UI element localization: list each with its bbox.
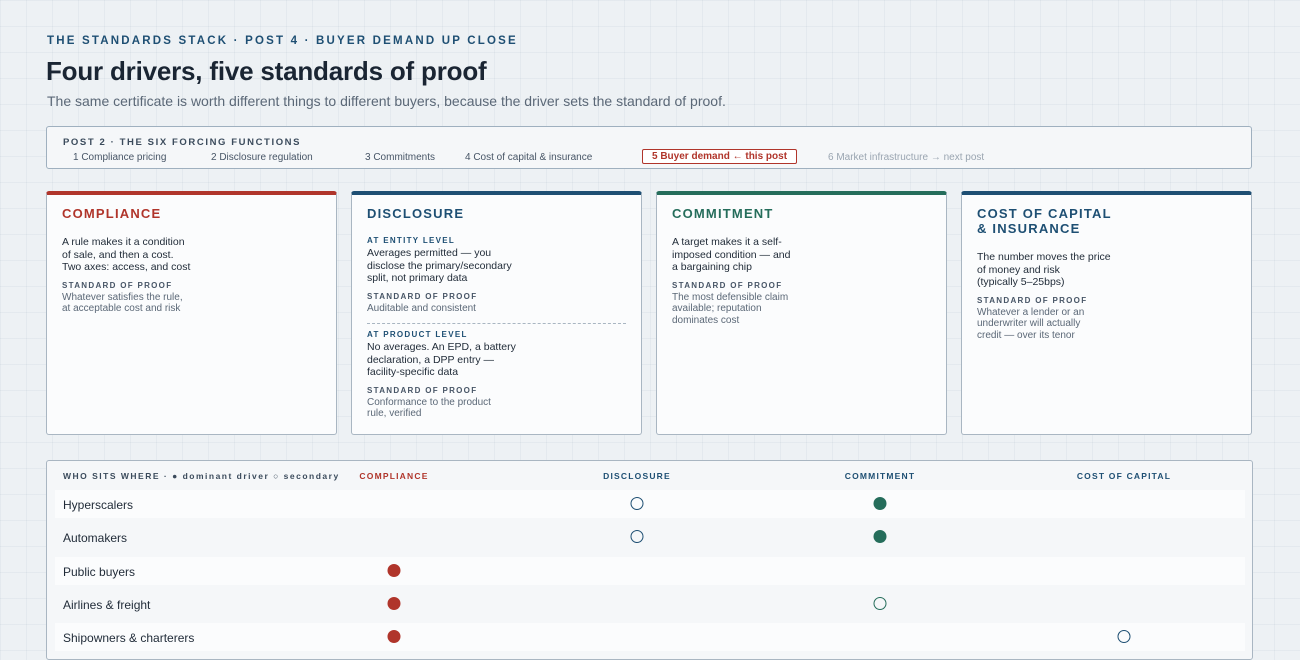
dominant-driver-dot-icon xyxy=(387,630,401,644)
card-disclosure: DISCLOSURE AT ENTITY LEVEL Averages perm… xyxy=(351,191,642,435)
table-row: Shipowners & charterers xyxy=(55,623,1245,652)
product-level-body: No averages. An EPD, a battery declarati… xyxy=(367,341,516,378)
card-compliance-proof: Whatever satisfies the rule, at acceptab… xyxy=(62,291,183,315)
standard-of-proof-label: STANDARD OF PROOF xyxy=(977,295,1088,305)
row-label: Airlines & freight xyxy=(63,597,151,612)
card-commitment-title: COMMITMENT xyxy=(672,206,774,221)
secondary-driver-circle-icon xyxy=(1117,630,1131,644)
entity-level-body: Averages permitted — you disclose the pr… xyxy=(367,247,512,284)
nav-item-disclosure-regulation[interactable]: 2 Disclosure regulation xyxy=(211,152,313,163)
column-header-disclosure: DISCLOSURE xyxy=(603,471,671,481)
column-header-compliance: COMPLIANCE xyxy=(359,471,429,481)
card-commitment-body: A target makes it a self- imposed condit… xyxy=(672,236,791,273)
table-row: Airlines & freight xyxy=(55,590,1245,618)
standard-of-proof-label: STANDARD OF PROOF xyxy=(367,385,478,395)
matrix-heading: WHO SITS WHERE · ● dominant driver ○ sec… xyxy=(63,471,340,481)
card-cost-of-capital-title: COST OF CAPITAL & INSURANCE xyxy=(977,206,1112,236)
entity-level-label: AT ENTITY LEVEL xyxy=(367,236,456,245)
page-title: Four drivers, five standards of proof xyxy=(46,56,487,86)
nav-item-buyer-demand-current[interactable]: 5 Buyer demand ← this post xyxy=(642,149,798,164)
column-header-cost-of-capital: COST OF CAPITAL xyxy=(1076,471,1172,481)
eyebrow: THE STANDARDS STACK · POST 4 · BUYER DEM… xyxy=(47,35,518,47)
standard-of-proof-label: STANDARD OF PROOF xyxy=(62,280,173,290)
nav-item-market-infrastructure-next[interactable]: 6 Market infrastructure → next post xyxy=(828,152,985,163)
column-header-commitment: COMMITMENT xyxy=(844,471,916,481)
card-compliance-title: COMPLIANCE xyxy=(62,206,162,221)
card-cost-of-capital-body: The number moves the price of money and … xyxy=(977,251,1111,288)
product-level-label: AT PRODUCT LEVEL xyxy=(367,330,468,339)
entity-level-proof: Auditable and consistent xyxy=(367,302,476,314)
standard-of-proof-label: STANDARD OF PROOF xyxy=(672,280,783,290)
card-disclosure-title: DISCLOSURE xyxy=(367,206,465,221)
table-row: Public buyers xyxy=(55,556,1245,585)
card-commitment: COMMITMENT A target makes it a self- imp… xyxy=(656,191,947,435)
series-nav-heading: POST 2 · THE SIX FORCING FUNCTIONS xyxy=(63,137,302,148)
secondary-driver-circle-icon xyxy=(873,596,887,610)
card-cost-of-capital: COST OF CAPITAL & INSURANCE The number m… xyxy=(961,191,1252,435)
row-label: Hyperscalers xyxy=(63,498,134,512)
dominant-driver-dot-icon xyxy=(387,563,401,577)
nav-item-commitments[interactable]: 3 Commitments xyxy=(365,152,436,163)
series-nav: POST 2 · THE SIX FORCING FUNCTIONS 1 Com… xyxy=(46,126,1252,169)
card-compliance: COMPLIANCE A rule makes it a condition o… xyxy=(46,191,337,435)
row-label: Public buyers xyxy=(63,564,136,579)
standard-of-proof-label: STANDARD OF PROOF xyxy=(367,291,478,301)
row-label: Automakers xyxy=(63,531,128,546)
table-row: Automakers xyxy=(55,523,1245,551)
dominant-driver-dot-icon xyxy=(873,497,887,510)
card-commitment-proof: The most defensible claim available; rep… xyxy=(672,291,789,326)
row-label: Shipowners & charterers xyxy=(63,631,195,646)
table-row: Hyperscalers xyxy=(55,490,1245,518)
product-level-proof: Conformance to the product rule, verifie… xyxy=(367,396,491,420)
card-cost-of-capital-proof: Whatever a lender or an underwriter will… xyxy=(977,306,1085,341)
who-sits-where-matrix: WHO SITS WHERE · ● dominant driver ○ sec… xyxy=(46,460,1253,660)
page-subtitle: The same certificate is worth different … xyxy=(47,93,726,109)
secondary-driver-circle-icon xyxy=(630,530,644,544)
divider xyxy=(367,323,626,324)
nav-item-compliance-pricing[interactable]: 1 Compliance pricing xyxy=(73,152,167,163)
dominant-driver-dot-icon xyxy=(387,596,401,610)
nav-item-cost-of-capital[interactable]: 4 Cost of capital & insurance xyxy=(465,152,593,163)
dominant-driver-dot-icon xyxy=(873,530,887,544)
secondary-driver-circle-icon xyxy=(630,497,644,510)
card-compliance-body: A rule makes it a condition of sale, and… xyxy=(62,236,191,273)
